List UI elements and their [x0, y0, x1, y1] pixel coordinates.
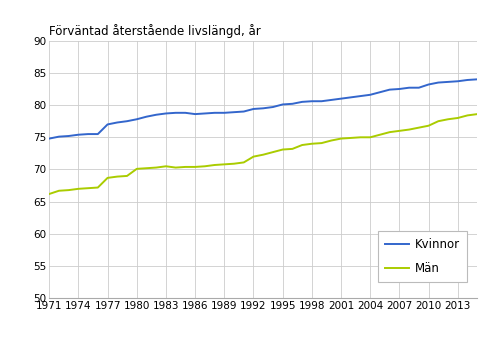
- Män: [163, 164, 169, 168]
- Kvinnor: [387, 87, 393, 92]
- Kvinnor: [426, 82, 431, 86]
- Män: [319, 141, 325, 145]
- Kvinnor: [212, 111, 217, 115]
- Kvinnor: [358, 94, 364, 98]
- Män: [153, 165, 159, 170]
- Kvinnor: [474, 77, 480, 81]
- Kvinnor: [328, 98, 334, 102]
- Kvinnor: [202, 112, 208, 116]
- Kvinnor: [66, 134, 72, 138]
- Män: [250, 155, 256, 159]
- Män: [406, 127, 412, 132]
- Kvinnor: [435, 80, 441, 84]
- Män: [455, 116, 461, 120]
- Män: [183, 165, 188, 169]
- Kvinnor: [280, 102, 286, 106]
- Kvinnor: [464, 78, 470, 82]
- Kvinnor: [319, 99, 325, 103]
- Kvinnor: [173, 111, 179, 115]
- Kvinnor: [367, 93, 373, 97]
- Män: [397, 129, 402, 133]
- Män: [231, 162, 237, 166]
- Kvinnor: [56, 135, 62, 139]
- Kvinnor: [289, 102, 295, 106]
- Kvinnor: [455, 79, 461, 83]
- Män: [328, 138, 334, 142]
- Män: [75, 187, 81, 191]
- Kvinnor: [231, 110, 237, 114]
- Kvinnor: [95, 132, 101, 136]
- Kvinnor: [270, 105, 276, 109]
- Text: Förväntad återstående livslängd, år: Förväntad återstående livslängd, år: [49, 24, 261, 38]
- Män: [309, 142, 315, 146]
- Män: [348, 136, 354, 140]
- Legend: Kvinnor, Män: Kvinnor, Män: [378, 231, 467, 282]
- Män: [202, 164, 208, 168]
- Kvinnor: [192, 112, 198, 116]
- Män: [66, 188, 72, 192]
- Män: [280, 147, 286, 152]
- Män: [464, 113, 470, 117]
- Män: [367, 135, 373, 139]
- Kvinnor: [406, 86, 412, 90]
- Kvinnor: [250, 107, 256, 111]
- Män: [387, 130, 393, 134]
- Kvinnor: [397, 87, 402, 91]
- Kvinnor: [377, 90, 383, 94]
- Kvinnor: [163, 112, 169, 116]
- Män: [124, 174, 130, 178]
- Line: Män: Män: [49, 114, 477, 194]
- Kvinnor: [153, 113, 159, 117]
- Män: [260, 153, 266, 157]
- Kvinnor: [134, 117, 140, 121]
- Kvinnor: [241, 109, 246, 114]
- Kvinnor: [299, 100, 305, 104]
- Män: [56, 189, 62, 193]
- Kvinnor: [183, 111, 188, 115]
- Kvinnor: [309, 99, 315, 103]
- Män: [299, 143, 305, 147]
- Män: [114, 175, 120, 179]
- Kvinnor: [114, 120, 120, 124]
- Män: [192, 165, 198, 169]
- Män: [212, 163, 217, 167]
- Kvinnor: [348, 95, 354, 99]
- Män: [95, 185, 101, 190]
- Line: Kvinnor: Kvinnor: [49, 79, 477, 139]
- Män: [474, 112, 480, 116]
- Kvinnor: [221, 111, 227, 115]
- Kvinnor: [144, 115, 150, 119]
- Män: [85, 186, 91, 190]
- Män: [377, 133, 383, 137]
- Män: [270, 150, 276, 154]
- Män: [221, 162, 227, 166]
- Kvinnor: [124, 119, 130, 123]
- Män: [358, 135, 364, 139]
- Män: [435, 119, 441, 123]
- Män: [289, 147, 295, 151]
- Kvinnor: [46, 137, 52, 141]
- Män: [134, 167, 140, 171]
- Män: [173, 165, 179, 170]
- Män: [426, 124, 431, 128]
- Män: [416, 125, 422, 129]
- Kvinnor: [75, 133, 81, 137]
- Män: [241, 160, 246, 164]
- Män: [338, 137, 344, 141]
- Kvinnor: [260, 106, 266, 111]
- Kvinnor: [338, 97, 344, 101]
- Män: [46, 192, 52, 196]
- Män: [105, 176, 111, 180]
- Män: [445, 117, 451, 121]
- Kvinnor: [85, 132, 91, 136]
- Kvinnor: [105, 122, 111, 126]
- Kvinnor: [445, 80, 451, 84]
- Män: [144, 166, 150, 170]
- Kvinnor: [416, 86, 422, 90]
